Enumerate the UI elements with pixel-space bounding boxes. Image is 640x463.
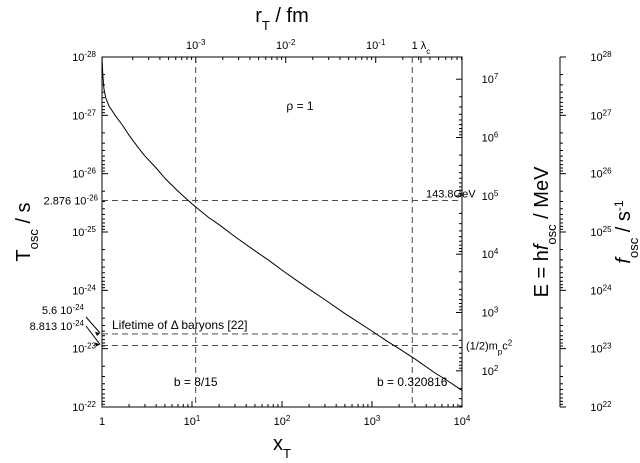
top-tick-label: 10-3 [186,38,206,53]
y-tick-label: 10-27 [72,108,96,123]
ref-label-5-6: 5.6 10-24 [42,303,85,318]
frequency-tick-label: 1027 [590,108,612,123]
frequency-tick-label: 1023 [590,341,612,356]
frequency-axis-ticks: 1028 1027 1026 1025 1024 1023 1022 [559,50,612,415]
x-axis-ticks: 1 101 102 103 104 [99,401,471,428]
energy-axis-title-group: E = hfosc / MeV [531,166,559,298]
y-tick-label: 10-26 [72,166,96,181]
x-tick-label: 104 [454,414,471,429]
frequency-tick-label: 1025 [590,225,612,240]
arrow-head-5-6 [95,331,100,336]
ref-label-half-proton-mass: (1/2)mpc2 [466,338,513,356]
series-line-0 [101,56,463,391]
frequency-tick-label: 1028 [590,50,612,65]
energy-axis-ticks: 107 106 105 104 103 102 [456,72,499,407]
top-tick-label: 10-2 [276,38,296,53]
energy-tick-label: 107 [482,72,499,87]
y-axis-title: Tosc / s [13,202,41,261]
y-axis-title-group: Tosc / s [13,202,41,261]
y-tick-label: 10-25 [72,225,96,240]
top-tick-label: 1 λc [412,40,431,56]
y-tick-label: 10-22 [72,400,96,415]
frequency-tick-label: 1026 [590,166,612,181]
frequency-axis-title: fosc / s-1 [612,200,640,263]
axis-titles: xT Tosc / s rT / fm E = hfosc / MeV fosc / s… [13,5,640,461]
x-tick-label: 1 [99,416,105,428]
y-tick-label: 10-24 [72,283,96,298]
ref-label-8-813: 8.813 10-24 [30,319,85,334]
y-tick-label: 10-28 [72,50,96,65]
frequency-tick-label: 1024 [590,283,612,298]
energy-tick-label: 106 [482,130,499,145]
arrow-head-8-813 [95,342,100,347]
x-tick-label: 103 [364,414,381,429]
x-tick-label: 101 [184,414,201,429]
series-group [101,56,463,391]
b-8-15-label: b = 8/15 [174,375,218,389]
arrow-8-813 [85,325,101,345]
lifetime-annotation: Lifetime of Δ baryons [22] [112,318,247,332]
ref-label-2876: 2.876 10-26 [44,193,99,208]
arrow-5-6 [85,316,101,334]
rho-annotation: ρ = 1 [286,99,314,113]
energy-axis-title: E = hfosc / MeV [531,166,559,298]
x-tick-label: 102 [274,414,291,429]
energy-tick-label: 102 [482,363,499,378]
y-tick-label: 10-23 [72,341,96,356]
top-axis-title: rT / fm [255,5,309,33]
ref-label-143-8gev: 143.8GeV [426,188,476,200]
b-0320816-label: b = 0.320816 [377,375,448,389]
energy-tick-label: 103 [482,305,499,320]
energy-tick-label: 105 [482,188,499,203]
energy-tick-label: 104 [482,247,499,262]
frequency-axis-title-group: fosc / s-1 [612,200,640,263]
frequency-tick-label: 1022 [590,400,612,415]
top-axis-ticks: 10-3 10-2 10-1 1 λc [132,38,463,63]
top-tick-label: 10-1 [366,38,386,53]
x-axis-title: xT [273,433,291,461]
y-axis-ticks: 10-28 10-27 10-26 10-25 10-24 10-23 10-22 [72,50,108,415]
reference-lines: 2.876 10-26 143.8GeV Lifetime of Δ baryons… [30,57,513,407]
